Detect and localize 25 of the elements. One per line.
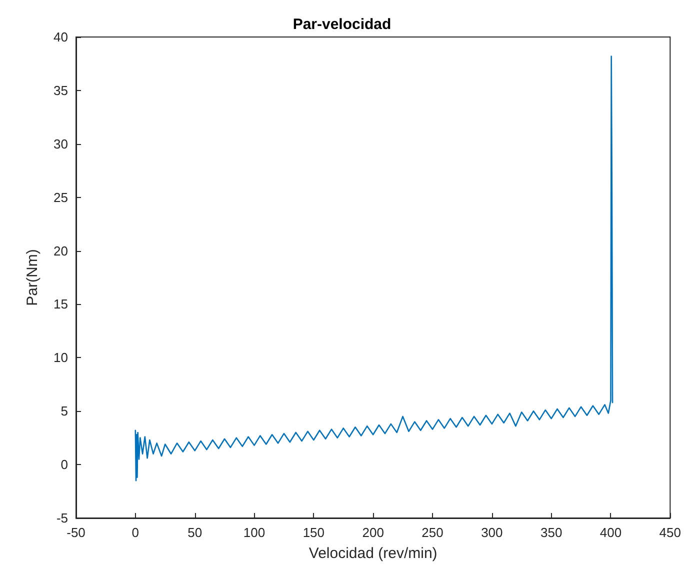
line-series bbox=[134, 56, 614, 482]
y-tick-label: 30 bbox=[54, 136, 68, 152]
x-tick-label: -50 bbox=[66, 525, 86, 540]
y-tick-label: 25 bbox=[54, 190, 68, 205]
x-axis-title: Velocidad (rev/min) bbox=[308, 545, 438, 562]
x-tick-label: 300 bbox=[481, 525, 503, 540]
y-tick-label: 15 bbox=[54, 296, 68, 312]
y-tick-label: 5 bbox=[60, 404, 68, 419]
y-tick-label: 10 bbox=[54, 350, 68, 366]
y-tick-label: -5 bbox=[56, 510, 68, 526]
x-tick-label: 0 bbox=[132, 525, 140, 540]
y-tick-label: 0 bbox=[60, 457, 68, 472]
x-tick-label: 200 bbox=[362, 525, 384, 540]
x-tick-label: 450 bbox=[659, 525, 682, 540]
x-tick-label: 400 bbox=[600, 525, 622, 540]
x-tick-label: 350 bbox=[540, 525, 562, 540]
y-tick-label: 35 bbox=[54, 82, 68, 98]
x-tick-label: 50 bbox=[188, 525, 202, 540]
x-tick-label: 100 bbox=[243, 525, 266, 540]
x-tick-label: 250 bbox=[422, 525, 444, 540]
y-tick-label: 40 bbox=[54, 30, 68, 44]
x-tick-label: 150 bbox=[302, 525, 325, 540]
y-axis-title: Par(Nm) bbox=[24, 249, 41, 306]
y-tick-label: 20 bbox=[54, 243, 68, 258]
chart-title: Par-velocidad bbox=[292, 16, 392, 33]
